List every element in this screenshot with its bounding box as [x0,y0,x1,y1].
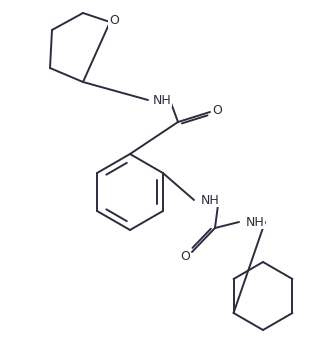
Text: O: O [212,104,222,118]
Text: NH: NH [246,215,264,229]
Text: O: O [109,15,119,27]
Text: NH: NH [153,94,171,106]
Text: O: O [180,250,190,262]
Text: NH: NH [201,193,219,206]
